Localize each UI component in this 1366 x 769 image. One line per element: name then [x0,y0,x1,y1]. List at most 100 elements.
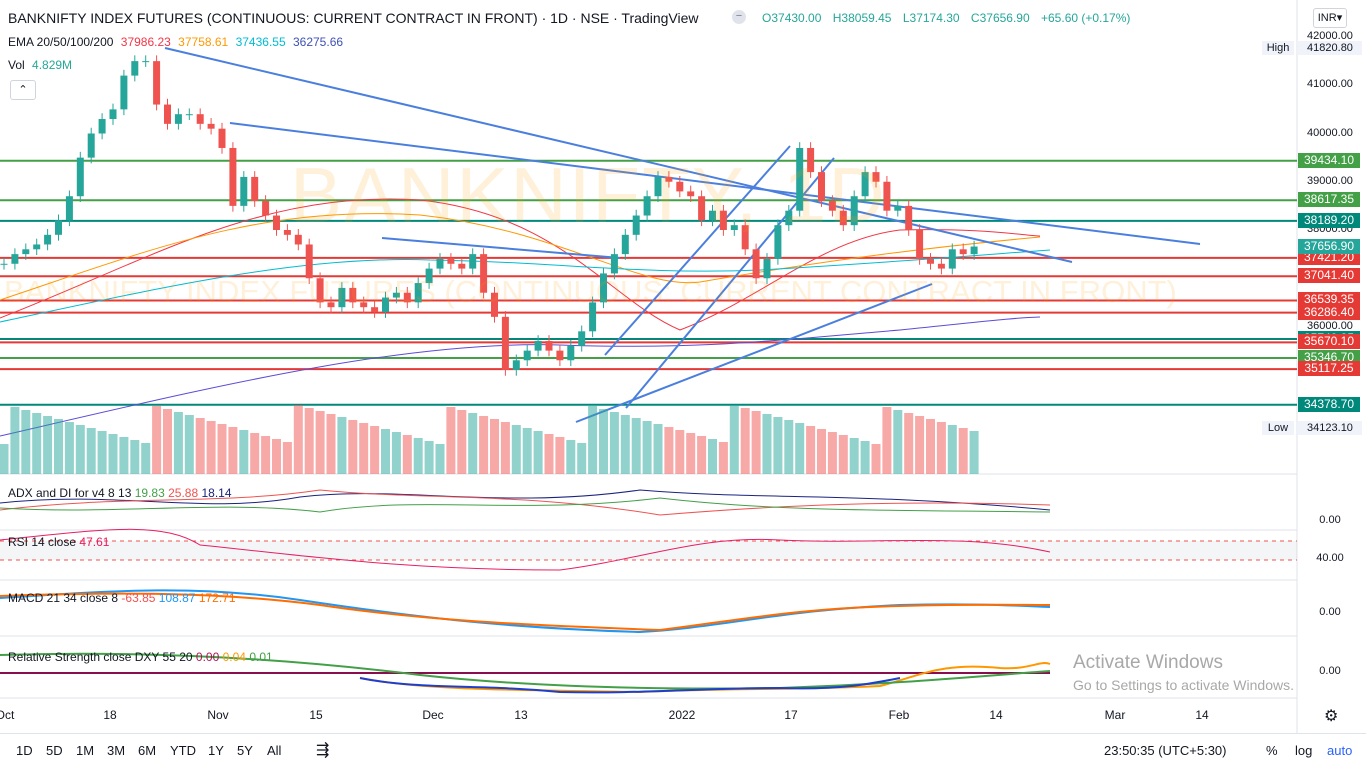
candle-body [545,340,553,351]
volume-bar [239,430,249,474]
timeframe-1d[interactable]: 1D [16,743,33,758]
candle-body [207,123,215,129]
volume-bar [947,425,957,474]
volume-bar [599,409,608,474]
volume-bar [0,444,9,474]
timeframe-5d[interactable]: 5D [46,743,63,758]
volume-bar [860,441,870,474]
candle-body [970,246,978,255]
candle-body [142,61,150,63]
settings-dot-icon[interactable]: − [732,10,746,24]
volume-bar [446,407,456,474]
adx-value-3: 18.14 [201,486,232,500]
adx-value-1: 19.83 [134,486,165,500]
ema100-value: 37436.55 [235,35,286,49]
rs-value-1: 0.00 [195,650,220,664]
volume-bar [348,420,358,474]
volume-bar [173,412,183,474]
timeframe-1y[interactable]: 1Y [208,743,224,758]
volume-bar [261,436,271,474]
date-range-icon[interactable]: ⇶ [316,742,330,759]
ohlc-readout: O37430.00 H38059.45 L37174.30 C37656.90 … [762,11,1131,25]
candle-body [371,307,379,313]
rsi-line [0,528,1051,571]
candle-body [807,147,815,173]
activate-windows-title: Activate Windows [1073,652,1223,673]
volume-bar [119,437,129,474]
adx-legend[interactable]: ADX and DI for v4 8 13 19.83 25.88 18.14 [8,486,232,500]
candle-body [698,196,706,221]
ema-legend[interactable]: EMA 20/50/100/200 37986.23 37758.61 3743… [8,35,347,49]
ema200-value: 36275.66 [292,35,344,49]
clock-time[interactable]: 23:50:35 (UTC+5:30) [1104,743,1227,758]
settings-gear-icon[interactable]: ⚙ [1324,708,1339,725]
candle-body [153,61,161,105]
candle-body [828,201,836,211]
candle-body [665,176,673,182]
time-axis-tick: Oct [0,708,15,722]
volume-bar [729,405,739,474]
currency-selector[interactable]: INR▾ [1313,8,1347,28]
volume-bar [272,439,281,474]
bottom-toolbar: 1D 5D 1M 3M 6M YTD 1Y 5Y All ⇶ 23:50:35 … [0,733,1366,769]
candle-body [338,287,346,308]
adx-value-2: 25.88 [168,486,199,500]
volume-bar [609,412,619,474]
price-level-tag: 35117.25 [1298,361,1360,377]
volume-bar [424,441,434,474]
rsi-axis-tick: 40.00 [1316,552,1344,564]
timeframe-1m[interactable]: 1M [76,743,95,758]
candle-body [556,350,564,361]
candle-body [349,287,357,303]
adx-title: ADX and DI for v4 8 13 [8,486,132,500]
timeframe-5y[interactable]: 5Y [237,743,253,758]
trend-line [164,47,1073,263]
candle-body [959,249,967,255]
candle-body [76,157,84,197]
chart-title[interactable]: BANKNIFTY INDEX FUTURES (CONTINUOUS: CUR… [8,10,699,26]
candle-body [872,172,880,182]
timeframe-all[interactable]: All [267,743,282,758]
collapse-legend-button[interactable]: ⌃ [10,80,36,100]
price-axis-tick: 40000.00 [1307,126,1353,139]
time-axis-tick: 14 [1195,708,1209,722]
candle-body [839,210,847,226]
time-axis-tick: Mar [1104,708,1126,722]
candle-body [436,258,444,269]
volume-bar [326,414,336,474]
volume-bar [762,414,772,474]
rs-legend[interactable]: Relative Strength close DXY 55 20 0.00 0… [8,650,273,664]
candle-body [382,297,389,313]
ema100-line [0,249,1051,323]
price-axis-tick: 42000.00 [1307,30,1353,42]
volume-bar [751,411,761,474]
timeframe-3m[interactable]: 3M [107,743,126,758]
log-toggle[interactable]: log [1295,743,1313,758]
volume-bar [359,423,369,474]
chart-canvas[interactable] [0,0,1366,733]
candle-body [512,360,520,370]
timeframe-6m[interactable]: 6M [138,743,157,758]
last-price-tag: 37656.90 [1298,238,1360,254]
macd-legend[interactable]: MACD 21 34 close 8 -63.85 108.87 172.71 [8,591,236,605]
candle-body [65,196,73,221]
volume-bar [958,428,968,474]
volume-bar [566,440,576,474]
rs-line [359,677,901,694]
ohlc-change: +65.60 (+0.17%) [1041,11,1131,25]
candle-body [11,254,19,264]
candle-body [927,258,934,264]
volume-bar [413,438,423,474]
auto-toggle[interactable]: auto [1327,743,1353,758]
candle-body [894,205,902,211]
rsi-band [0,541,1297,560]
percent-toggle[interactable]: % [1266,743,1278,758]
rs-slow-line [0,652,1051,690]
rsi-legend[interactable]: RSI 14 close 47.61 [8,535,109,549]
volume-bar [631,418,641,474]
volume-legend[interactable]: Vol 4.829M [8,58,76,72]
timeframe-ytd[interactable]: YTD [170,743,196,758]
volume-bar [620,415,630,474]
volume-bar [21,410,31,474]
